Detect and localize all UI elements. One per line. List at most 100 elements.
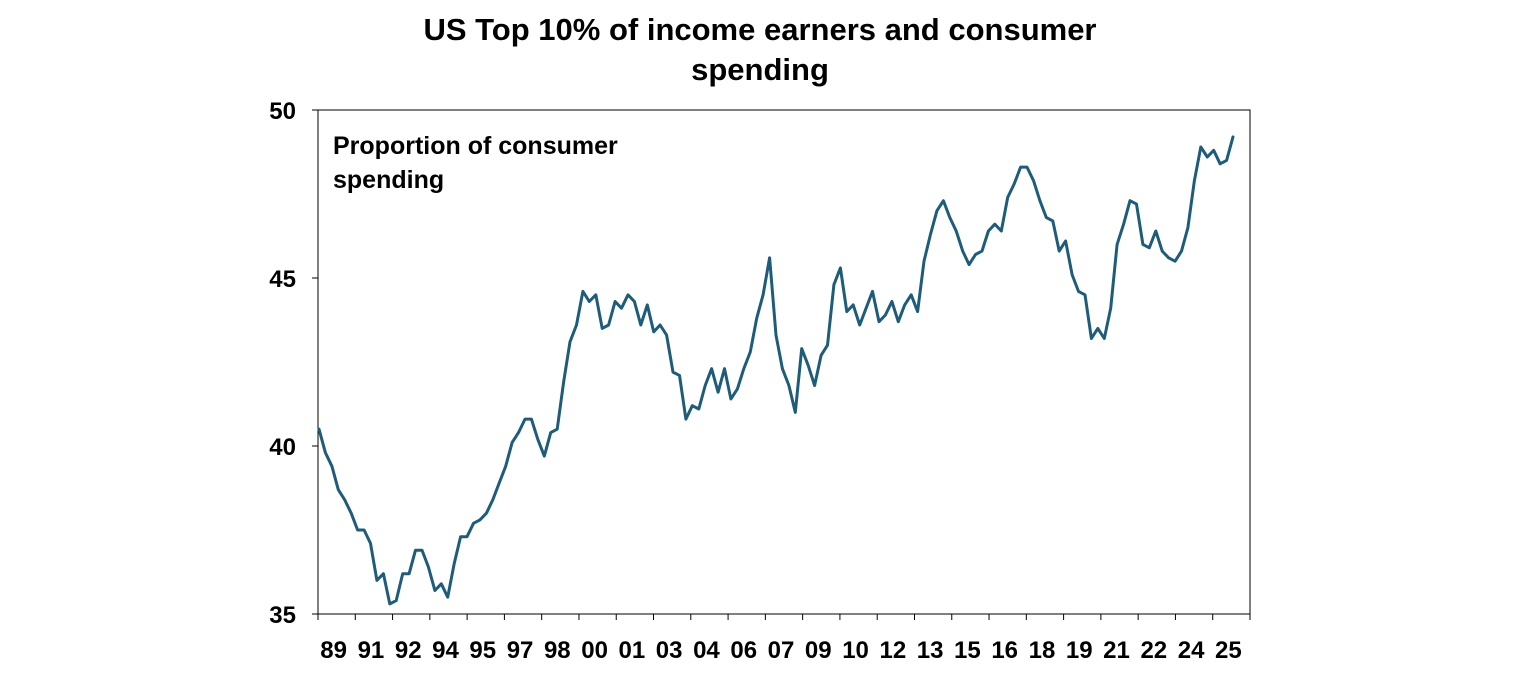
data-point [691, 404, 694, 407]
data-point [1032, 179, 1035, 182]
data-point [1148, 246, 1151, 249]
x-tick-label: 19 [1066, 637, 1093, 664]
data-point [923, 260, 926, 263]
x-tick-label: 18 [1029, 637, 1056, 664]
data-point [594, 293, 597, 296]
x-tick-label: 98 [544, 637, 571, 664]
data-point [627, 293, 630, 296]
data-point [530, 418, 533, 421]
data-point [916, 310, 919, 313]
data-point [1212, 149, 1215, 152]
data-point [581, 290, 584, 293]
data-point [1161, 250, 1164, 253]
data-point [562, 381, 565, 384]
data-point [910, 293, 913, 296]
data-point [981, 250, 984, 253]
data-point [839, 266, 842, 269]
data-point [1180, 250, 1183, 253]
data-point [498, 482, 501, 485]
data-point [717, 391, 720, 394]
data-point [884, 314, 887, 317]
data-point [485, 512, 488, 515]
data-point [1090, 337, 1093, 340]
data-point [607, 324, 610, 327]
data-point [665, 334, 668, 337]
data-point [878, 320, 881, 323]
data-point [414, 549, 417, 552]
data-point [1174, 260, 1177, 263]
data-point [1006, 196, 1009, 199]
x-tick-label: 22 [1140, 637, 1167, 664]
data-point [408, 572, 411, 575]
data-point [723, 367, 726, 370]
data-point [684, 418, 687, 421]
data-point [1186, 226, 1189, 229]
data-point [556, 428, 559, 431]
data-point [955, 230, 958, 233]
data-point [620, 307, 623, 310]
data-point [871, 290, 874, 293]
data-point [775, 334, 778, 337]
data-point [1154, 230, 1157, 233]
data-point [1122, 223, 1125, 226]
data-point [697, 408, 700, 411]
data-point [762, 293, 765, 296]
data-point [903, 303, 906, 306]
x-tick-label: 04 [693, 637, 720, 664]
x-tick-label: 25 [1215, 637, 1242, 664]
data-point [1116, 243, 1119, 246]
plot-area-frame [317, 109, 1251, 615]
data-point [569, 340, 572, 343]
data-point [672, 371, 675, 374]
data-point [318, 428, 321, 431]
data-point [890, 300, 893, 303]
data-point [1051, 219, 1054, 222]
data-point [453, 562, 456, 565]
y-axis: 35 40 45 50 [269, 98, 318, 629]
x-tick-label: 97 [507, 637, 534, 664]
data-point [646, 303, 649, 306]
data-point [987, 230, 990, 233]
data-point [491, 498, 494, 501]
x-tick-label: 95 [469, 637, 496, 664]
data-point [459, 535, 462, 538]
data-point [1206, 156, 1209, 159]
data-point [659, 324, 662, 327]
y-tick-label: 45 [269, 266, 296, 293]
data-point [1064, 240, 1067, 243]
data-point [421, 549, 424, 552]
data-point [865, 307, 868, 310]
data-point [543, 455, 546, 458]
data-point [807, 364, 810, 367]
data-point [472, 522, 475, 525]
data-point [1077, 290, 1080, 293]
x-tick-label: 92 [395, 637, 422, 664]
data-point [845, 310, 848, 313]
x-tick-label: 15 [954, 637, 981, 664]
data-point [948, 216, 951, 219]
series-line-proportion-of-consumer-spending [317, 135, 1235, 606]
data-point [549, 431, 552, 434]
data-point [961, 250, 964, 253]
data-point [395, 599, 398, 602]
chart-title: US Top 10% of income earners and consume… [0, 10, 1520, 90]
data-point [427, 566, 430, 569]
data-point [369, 542, 372, 545]
data-point [1026, 166, 1029, 169]
data-point [633, 300, 636, 303]
chart-title-line-1: US Top 10% of income earners and consume… [423, 12, 1097, 47]
x-tick-label: 16 [991, 637, 1018, 664]
data-point [337, 488, 340, 491]
data-point [1141, 243, 1144, 246]
data-point [800, 347, 803, 350]
annotation-line-2: spending [333, 166, 444, 194]
data-point [1199, 146, 1202, 149]
y-tick-label: 40 [269, 434, 296, 461]
data-point [942, 199, 945, 202]
data-point [935, 209, 938, 212]
data-point [768, 256, 771, 259]
data-point [363, 529, 366, 532]
data-point [466, 535, 469, 538]
x-tick-label: 10 [842, 637, 869, 664]
